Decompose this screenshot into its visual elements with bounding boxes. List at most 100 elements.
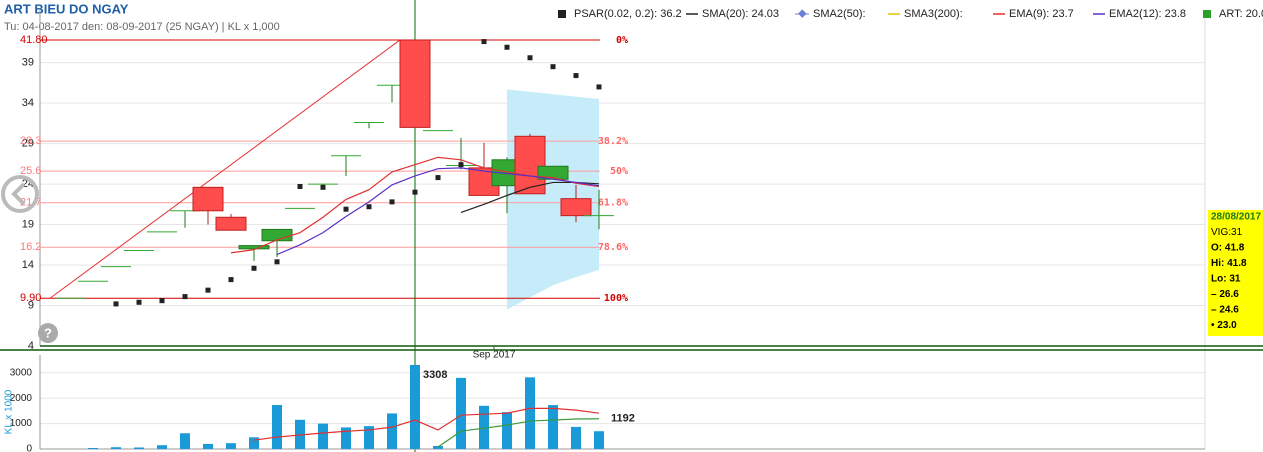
volume-bar [502, 412, 512, 449]
volume-bar [180, 433, 190, 449]
fib-level-label: 38.2% [598, 136, 628, 147]
legend-swatch [1203, 10, 1211, 18]
info-line: • 23.0 [1211, 320, 1237, 331]
legend-label: PSAR(0.02, 0.2): 36.2 [574, 8, 682, 20]
psar-dot [596, 84, 602, 90]
chart-subtitle: Tu: 04-08-2017 den: 08-09-2017 (25 NGAY)… [4, 21, 280, 33]
legend-label: EMA(9): 23.7 [1009, 8, 1074, 20]
psar-dot [113, 301, 119, 307]
psar-dot [136, 299, 142, 305]
help-icon[interactable]: ? [38, 323, 58, 343]
fib-level-label: 61.8% [598, 198, 628, 209]
psar-dot [343, 206, 349, 212]
psar-dot [366, 204, 372, 210]
y-tick-label: 2000 [10, 393, 33, 404]
volume-bar [88, 447, 98, 449]
y-tick-label: 0 [26, 444, 32, 452]
volume-bar [433, 445, 443, 449]
value-label: 3308 [423, 369, 447, 381]
value-label: 1192 [611, 413, 635, 425]
legend-label: SMA2(50): [813, 8, 866, 20]
psar-dot [573, 73, 579, 79]
psar-dot [297, 184, 303, 190]
y-tick-label: 9 [28, 299, 34, 311]
y-tick-label: 34 [22, 97, 34, 109]
volume-bar [456, 377, 466, 449]
psar-dot [389, 199, 395, 205]
candle-body [238, 245, 270, 250]
legend-swatch [798, 9, 807, 18]
help-mark[interactable]: ? [44, 325, 52, 340]
volume-bar [548, 405, 558, 449]
info-line: 28/08/2017 [1211, 212, 1261, 223]
psar-dot [550, 64, 556, 70]
legend-label: EMA2(12): 23.8 [1109, 8, 1186, 20]
psar-dot [435, 175, 441, 181]
info-line: Lo: 31 [1211, 274, 1241, 285]
candle-body [514, 135, 546, 195]
y-tick-label: 4 [28, 340, 34, 352]
fib-level-label: 78.6% [598, 242, 628, 253]
info-line: – 26.6 [1211, 289, 1239, 300]
volume-bar [410, 364, 420, 449]
info-line: Hi: 41.8 [1211, 258, 1247, 269]
y-axis-label: KL x 1000 [4, 389, 15, 434]
fib-level-label: 50% [610, 166, 628, 177]
volume-bar [318, 423, 328, 449]
candle-body [399, 39, 431, 128]
volume-bar [226, 443, 236, 449]
fib-value-label: 25.6 [20, 165, 41, 177]
volume-bar [479, 405, 489, 449]
psar-dot [228, 277, 234, 283]
nav-left-icon[interactable] [1, 175, 39, 213]
volume-bar [157, 445, 167, 449]
y-tick-label: 14 [22, 259, 34, 271]
volume-bar [341, 427, 351, 449]
y-tick-label: 39 [22, 57, 34, 69]
info-box [1208, 210, 1263, 336]
help-circle[interactable] [38, 323, 58, 343]
volume-ma-line [437, 418, 600, 448]
volume-bar [525, 377, 535, 449]
psar-dot [274, 259, 280, 265]
legend-swatch [558, 10, 566, 18]
info-line: VIG:31 [1211, 227, 1243, 238]
volume-bar [272, 405, 282, 449]
psar-dot [504, 44, 510, 50]
legend-label: ART: 20.00 [1219, 8, 1263, 20]
trend-line [49, 39, 401, 299]
y-tick-label: 1000 [10, 418, 33, 429]
volume-bar [111, 447, 121, 449]
fib-level-label: 100% [604, 293, 628, 304]
volume-bar [594, 431, 604, 449]
candle-body [560, 198, 592, 217]
volume-bar [249, 437, 259, 449]
candle-body [192, 186, 224, 212]
volume-bar [203, 443, 213, 449]
volume-bar [387, 413, 397, 449]
y-tick-label: 3000 [10, 367, 33, 378]
chart-title: ART BIEU DO NGAY [4, 1, 129, 16]
y-tick-label: 29 [22, 137, 34, 149]
psar-dot [458, 162, 464, 168]
psar-dot [320, 184, 326, 190]
fib-value-label: 16.2 [20, 241, 41, 253]
indicator-line [276, 167, 600, 256]
fib-value-label: 41.80 [20, 34, 48, 46]
x-tick-label: Sep 2017 [473, 350, 516, 361]
candle-body [215, 216, 247, 231]
legend-label: SMA3(200): [904, 8, 963, 20]
psar-dot [182, 294, 188, 300]
y-tick-label: 19 [22, 218, 34, 230]
volume-ma-line [253, 407, 600, 441]
psar-dot [412, 189, 418, 195]
volume-bar [295, 419, 305, 449]
candle-body [261, 228, 293, 242]
fib-level-label: 0% [616, 35, 628, 46]
nav-circle[interactable] [1, 175, 39, 213]
nav-arrow[interactable] [11, 182, 26, 206]
volume-bar [571, 426, 581, 449]
psar-dot [251, 265, 257, 271]
info-line: – 24.6 [1211, 305, 1239, 316]
